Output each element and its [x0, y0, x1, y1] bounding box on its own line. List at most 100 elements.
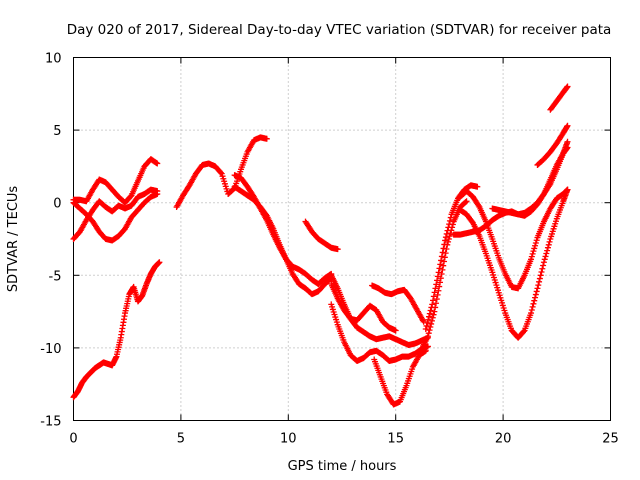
data-point — [546, 182, 553, 189]
data-point — [441, 258, 448, 265]
y-tick-label: 0 — [53, 197, 61, 212]
data-point — [533, 288, 540, 295]
data-point — [436, 265, 443, 272]
data-point — [433, 296, 440, 303]
data-point — [532, 291, 539, 298]
data-point — [442, 234, 449, 241]
data-point — [427, 324, 434, 331]
data-point — [534, 285, 541, 292]
data-point — [440, 262, 447, 269]
data-point — [392, 327, 399, 334]
data-point — [536, 278, 543, 285]
data-point — [535, 282, 542, 289]
data-point — [530, 300, 537, 307]
data-point — [528, 306, 535, 313]
data-point — [544, 247, 551, 254]
data-point — [423, 322, 430, 329]
data-point — [540, 262, 547, 269]
data-point — [544, 244, 551, 251]
data-point — [432, 285, 439, 292]
data-point — [426, 327, 433, 334]
data-point — [542, 253, 549, 260]
data-point — [564, 83, 571, 90]
data-point — [520, 328, 527, 335]
data-point — [431, 308, 438, 315]
data-point — [420, 318, 427, 325]
data-point — [442, 237, 449, 244]
y-axis-label: SDTVAR / TECUs — [6, 186, 21, 293]
data-point — [430, 293, 437, 300]
data-point — [474, 183, 481, 190]
data-point — [529, 303, 536, 310]
data-point — [427, 307, 434, 314]
x-tick-label: 5 — [177, 432, 185, 447]
data-point — [440, 245, 447, 252]
data-point — [438, 253, 445, 260]
y-tick-label: 10 — [45, 52, 62, 67]
data-point — [430, 311, 437, 318]
data-point — [528, 256, 535, 263]
data-point — [428, 317, 435, 324]
x-tick-label: 25 — [602, 432, 619, 447]
data-point — [475, 202, 482, 209]
data-point — [438, 257, 445, 264]
y-tick-label: 5 — [53, 124, 61, 139]
y-tick-label: -15 — [40, 415, 61, 430]
data-point — [154, 190, 161, 197]
data-points — [70, 83, 571, 408]
data-point — [441, 241, 448, 248]
data-point — [532, 239, 539, 246]
data-point — [543, 250, 550, 257]
data-point — [426, 310, 433, 317]
x-tick-label: 20 — [495, 432, 512, 447]
data-point — [430, 297, 437, 304]
data-point — [564, 138, 571, 145]
y-tick-label: -5 — [49, 269, 62, 284]
data-point — [528, 253, 535, 260]
data-point — [532, 294, 539, 301]
data-point — [154, 160, 161, 167]
x-tick-label: 15 — [387, 432, 404, 447]
data-point — [425, 313, 432, 320]
data-point — [428, 304, 435, 311]
grid-lines — [73, 57, 611, 421]
data-point — [545, 241, 552, 248]
data-point — [447, 214, 454, 221]
data-point — [217, 169, 224, 176]
y-axis: 10 5 0 -5 -10 -15 — [40, 52, 611, 430]
x-tick-label: 0 — [69, 432, 77, 447]
data-point — [528, 310, 535, 317]
data-point — [429, 314, 436, 321]
data-point — [428, 320, 435, 327]
data-point — [445, 224, 452, 231]
data-point — [434, 273, 441, 280]
data-point — [434, 277, 441, 284]
data-point — [439, 249, 446, 256]
data-point — [564, 186, 571, 193]
data-point — [437, 261, 444, 268]
data-point — [435, 269, 442, 276]
data-point — [541, 256, 548, 263]
data-point — [564, 122, 571, 129]
data-point — [441, 254, 448, 261]
chart-title: Day 020 of 2017, Sidereal Day-to-day VTE… — [67, 22, 612, 38]
data-point — [538, 269, 545, 276]
data-point — [425, 330, 432, 337]
data-point — [443, 230, 450, 237]
data-point — [529, 250, 536, 257]
data-point — [463, 198, 470, 205]
data-point — [537, 272, 544, 279]
data-point — [433, 281, 440, 288]
data-point — [446, 217, 453, 224]
data-point — [462, 198, 469, 205]
plot-frame — [73, 57, 611, 421]
data-point — [533, 237, 540, 244]
x-axis-label: GPS time / hours — [288, 459, 397, 474]
data-point — [546, 238, 553, 245]
data-point — [424, 333, 431, 340]
data-point — [532, 242, 539, 249]
data-point — [422, 326, 429, 333]
data-point — [424, 319, 431, 326]
data-point — [536, 275, 543, 282]
